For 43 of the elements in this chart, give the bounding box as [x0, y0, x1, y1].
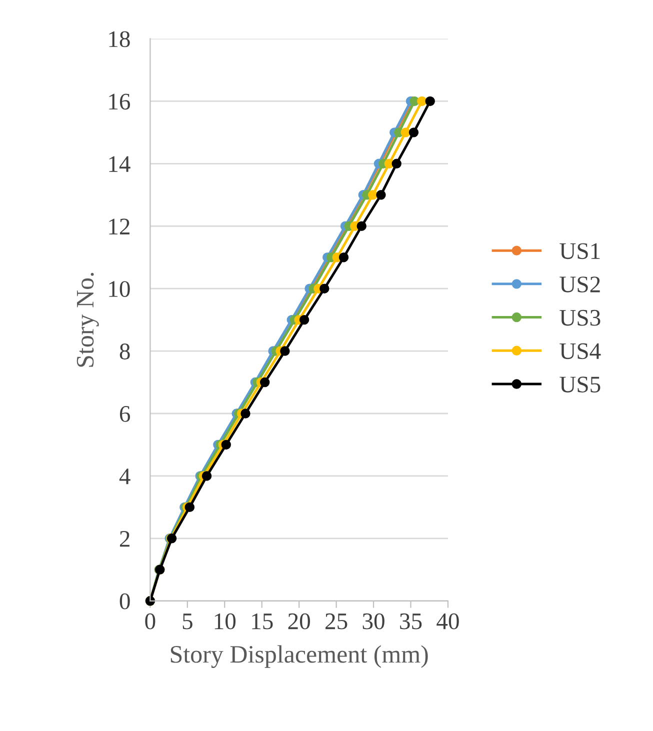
- x-tick-label: 30: [362, 613, 384, 630]
- point: [221, 440, 231, 450]
- point: [392, 158, 402, 169]
- legend-label: US1: [560, 243, 600, 260]
- point: [184, 502, 195, 512]
- y-tick-label: 12: [109, 218, 130, 234]
- point: [417, 96, 427, 106]
- x-tick-label: 10: [214, 613, 236, 630]
- y-tick-label: 2: [120, 530, 130, 547]
- x-tick-label: 15: [252, 613, 273, 630]
- x-axis-title: Story Displacement (mm): [170, 645, 428, 668]
- point: [338, 252, 349, 262]
- point: [400, 128, 410, 138]
- y-tick-label: 10: [109, 281, 130, 298]
- point: [368, 190, 378, 200]
- point: [320, 284, 330, 294]
- x-tick-label: 0: [145, 613, 156, 630]
- x-tick-label: 5: [182, 614, 192, 630]
- y-tick-label: 18: [109, 31, 130, 48]
- legend-label: US4: [560, 343, 601, 360]
- point: [260, 377, 270, 388]
- x-tick-label: 25: [326, 613, 348, 630]
- legend-label: US2: [560, 276, 600, 292]
- x-tick-label: 40: [436, 613, 459, 630]
- point: [299, 314, 310, 325]
- y-tick-label: 6: [120, 406, 130, 422]
- y-tick-label: 16: [109, 94, 130, 110]
- point: [202, 471, 212, 481]
- point: [240, 408, 250, 418]
- y-axis-title: Story No.: [76, 272, 99, 367]
- y-tick-label: 8: [120, 344, 130, 360]
- x-tick-label: 35: [400, 613, 422, 630]
- x-tick-label: 20: [288, 613, 310, 630]
- y-tick-label: 4: [119, 468, 130, 484]
- legend-label: US3: [560, 310, 600, 326]
- point: [408, 128, 419, 138]
- legend-label: US5: [560, 376, 600, 393]
- point: [425, 96, 435, 106]
- y-tick-label: 14: [109, 156, 130, 172]
- point: [376, 190, 386, 200]
- point: [280, 346, 290, 356]
- point: [356, 221, 366, 231]
- y-tick-label: 0: [120, 593, 130, 610]
